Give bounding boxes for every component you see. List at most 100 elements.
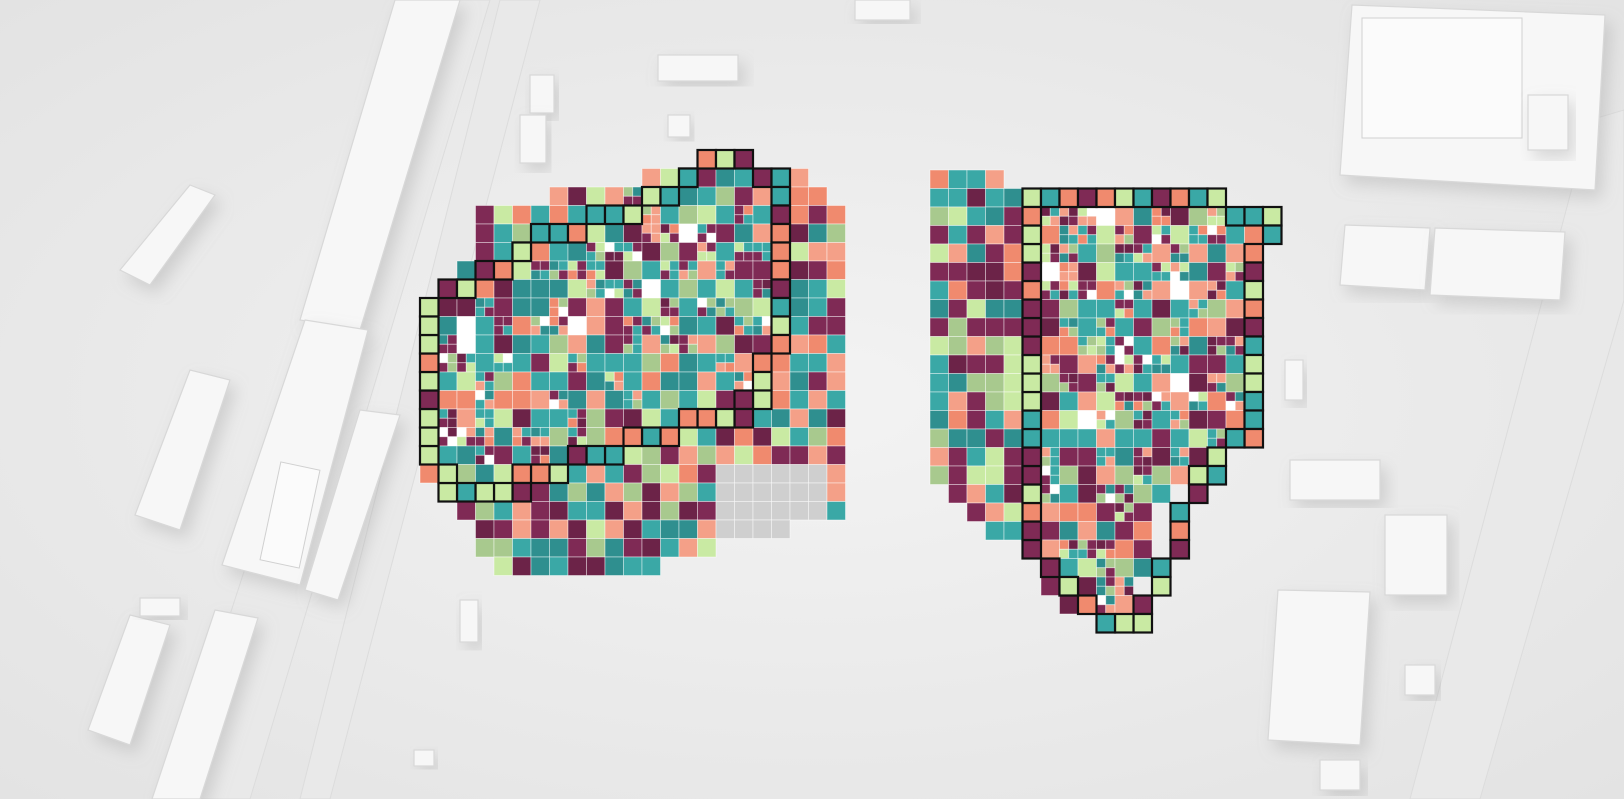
- tile: [641, 353, 661, 373]
- tile: [1151, 465, 1171, 485]
- building: [529, 74, 555, 114]
- tile-small: [1234, 336, 1245, 347]
- building-roof: [1361, 17, 1523, 139]
- boundary-tile: [677, 407, 699, 429]
- tile-small: [669, 343, 680, 354]
- building: [459, 599, 479, 643]
- tile-small: [558, 399, 569, 410]
- tile-small: [623, 390, 634, 401]
- tile-small: [734, 251, 745, 262]
- tile-small: [1123, 502, 1134, 513]
- tile-small: [1114, 308, 1125, 319]
- tile: [1096, 280, 1116, 300]
- tile-small: [734, 371, 745, 382]
- tile: [697, 390, 717, 410]
- boundary-tile: [418, 389, 440, 411]
- tile: [475, 205, 495, 225]
- tile: [1040, 539, 1060, 559]
- tile-small: [1179, 419, 1190, 430]
- tile: [623, 556, 643, 576]
- tile: [826, 501, 846, 521]
- tile: [604, 464, 624, 484]
- tile-small: [734, 242, 745, 253]
- tile-small: [632, 242, 643, 253]
- tile-small: [586, 279, 597, 290]
- tile-small: [1077, 215, 1088, 226]
- tile-small: [438, 436, 449, 447]
- tile-small: [1207, 234, 1218, 245]
- tile: [1003, 465, 1023, 485]
- tile: [549, 353, 569, 373]
- tile-small: [475, 408, 486, 419]
- tile-small: [1123, 308, 1134, 319]
- tile: [826, 316, 846, 336]
- tile-small: [1142, 391, 1153, 402]
- tile: [512, 538, 532, 558]
- tile-small: [1216, 280, 1227, 291]
- tile-small: [1086, 289, 1097, 300]
- tile-small: [1160, 391, 1171, 402]
- tile: [567, 538, 587, 558]
- building: [1384, 514, 1448, 596]
- tile: [641, 371, 661, 391]
- tile-small: [1114, 511, 1125, 522]
- tile: [493, 427, 513, 447]
- tile-small: [1123, 299, 1134, 310]
- tile: [1077, 484, 1097, 504]
- tile-small: [484, 306, 495, 317]
- tile-small: [1123, 345, 1134, 356]
- tile: [1003, 299, 1023, 319]
- tile-small: [752, 316, 763, 327]
- tile-small: [1151, 400, 1162, 411]
- tile-small: [641, 205, 652, 216]
- tile-small: [734, 325, 745, 336]
- tile-small: [1114, 289, 1125, 300]
- building: [1527, 94, 1569, 151]
- tile: [1096, 521, 1116, 541]
- tile-small: [502, 316, 513, 327]
- tile: [985, 243, 1005, 263]
- tile: [567, 205, 587, 225]
- tile: [641, 390, 661, 410]
- tile-small: [1133, 400, 1144, 411]
- tile: [475, 464, 495, 484]
- tile: [808, 390, 828, 410]
- tile: [1096, 391, 1116, 411]
- tile-small: [549, 269, 560, 280]
- tile: [604, 501, 624, 521]
- tile: [678, 427, 698, 447]
- tile-small: [752, 325, 763, 336]
- tile-small: [743, 251, 754, 262]
- tile: [512, 519, 532, 539]
- tile: [1059, 502, 1079, 522]
- tile-small: [1105, 548, 1116, 559]
- tile-small: [1040, 252, 1051, 263]
- boundary-tile: [474, 481, 496, 503]
- tile: [586, 390, 606, 410]
- tile: [641, 242, 661, 262]
- boundary-tile: [640, 426, 662, 448]
- tile: [1059, 447, 1079, 467]
- tile-small: [678, 269, 689, 280]
- boundary-tile: [1095, 612, 1117, 634]
- right-plot-boundary: [1021, 187, 1283, 634]
- tile-small: [1207, 280, 1218, 291]
- tile: [493, 223, 513, 243]
- tile: [623, 482, 643, 502]
- tile-small: [1160, 363, 1171, 374]
- boundary-tile: [622, 204, 644, 226]
- tile-small: [1114, 585, 1125, 596]
- tile: [493, 464, 513, 484]
- tile: [771, 371, 791, 391]
- boundary-tile: [640, 185, 662, 207]
- tile: [549, 279, 569, 299]
- tile: [604, 390, 624, 410]
- tile: [985, 354, 1005, 374]
- tile-small: [1049, 252, 1060, 263]
- tile-small: [715, 306, 726, 317]
- tile: [697, 371, 717, 391]
- tile-small: [1160, 234, 1171, 245]
- tile-small: [1059, 234, 1070, 245]
- tile-small: [475, 306, 486, 317]
- tile-small: [1160, 225, 1171, 236]
